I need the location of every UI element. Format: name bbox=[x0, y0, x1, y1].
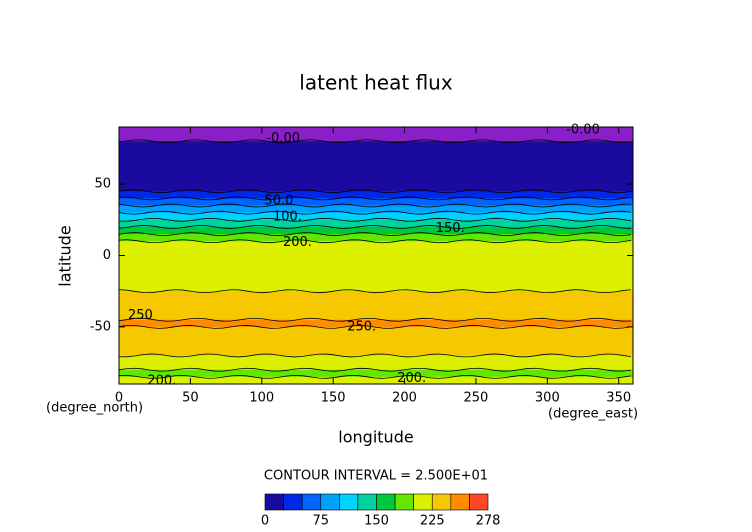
contour-label: 250 bbox=[128, 308, 153, 323]
colorbar-tick-label: 278 bbox=[476, 514, 501, 529]
colorbar-cell bbox=[339, 493, 359, 511]
contour-band bbox=[119, 362, 633, 371]
contour-line bbox=[118, 289, 632, 294]
y-tick-label: 0 bbox=[103, 248, 111, 263]
x-tick-label: 50 bbox=[182, 391, 199, 406]
contour-line bbox=[118, 317, 632, 322]
contour-band bbox=[119, 205, 633, 214]
x-unit: (degree_east) bbox=[548, 407, 638, 422]
y-unit: (degree_north) bbox=[46, 401, 143, 416]
x-tick-label: 0 bbox=[115, 391, 123, 406]
contour-band bbox=[119, 176, 633, 185]
contour-label: -0.00 bbox=[266, 131, 300, 146]
contour-line bbox=[118, 353, 632, 358]
contour-band bbox=[119, 284, 633, 292]
contour-label: 250. bbox=[347, 319, 376, 334]
contour-band bbox=[119, 376, 633, 385]
contour-band bbox=[119, 212, 633, 221]
contour-band bbox=[119, 148, 633, 157]
contour-line bbox=[118, 225, 632, 229]
contour-band bbox=[119, 326, 633, 335]
contour-band bbox=[119, 334, 633, 342]
contour-band bbox=[119, 298, 633, 306]
contour-line bbox=[118, 239, 632, 244]
chart-title: latent heat flux bbox=[299, 71, 453, 95]
contour-band bbox=[119, 312, 633, 321]
contour-line bbox=[118, 210, 632, 215]
colorbar-cell bbox=[283, 493, 303, 511]
contour-band bbox=[119, 184, 633, 192]
colorbar-cell bbox=[320, 493, 340, 511]
contour-line bbox=[118, 324, 632, 329]
colorbar-cell bbox=[469, 493, 489, 511]
colorbar-cell bbox=[394, 493, 414, 511]
contour-label: 200. bbox=[147, 374, 176, 389]
contour-band bbox=[119, 127, 633, 135]
colorbar-cell bbox=[450, 493, 470, 511]
contour-band bbox=[119, 155, 633, 164]
contour-line bbox=[118, 374, 632, 379]
contour-line bbox=[118, 232, 632, 236]
colorbar-tick-label: 150 bbox=[364, 514, 389, 529]
contour-band bbox=[119, 234, 633, 242]
x-tick-label: 300 bbox=[535, 391, 560, 406]
contour-band bbox=[119, 341, 633, 349]
contour-band bbox=[119, 348, 633, 356]
x-tick-label: 100 bbox=[249, 391, 274, 406]
contour-line bbox=[118, 367, 632, 372]
contour-line bbox=[118, 217, 632, 222]
contour-band bbox=[119, 198, 633, 207]
contour-band bbox=[119, 305, 633, 314]
contour-band bbox=[119, 355, 633, 364]
colorbar-tick-label: 75 bbox=[312, 514, 329, 529]
colorbar-cell bbox=[431, 493, 452, 511]
contour-label: 100. bbox=[273, 209, 302, 224]
x-tick-label: 250 bbox=[464, 391, 489, 406]
contour-band bbox=[119, 369, 633, 378]
contour-label: 200. bbox=[397, 371, 426, 386]
contour-line bbox=[118, 189, 632, 194]
contour-band bbox=[119, 241, 633, 249]
y-tick-label: 50 bbox=[94, 177, 111, 192]
contour-interval: CONTOUR INTERVAL = 2.500E+01 bbox=[264, 469, 488, 484]
contour-band bbox=[119, 291, 633, 299]
contour-label: 50.0 bbox=[264, 194, 293, 209]
y-tick-label: -50 bbox=[90, 319, 111, 334]
x-tick-label: 350 bbox=[606, 391, 631, 406]
contour-band bbox=[119, 191, 633, 199]
colorbar-tick-label: 225 bbox=[420, 514, 445, 529]
x-tick-label: 150 bbox=[321, 391, 346, 406]
contour-band bbox=[119, 248, 633, 256]
contour-band bbox=[119, 226, 633, 235]
x-axis-label: longitude bbox=[338, 428, 413, 447]
contour-band bbox=[119, 134, 633, 142]
contour-label: 150. bbox=[436, 221, 465, 236]
colorbar-cell bbox=[301, 493, 322, 511]
contour-band bbox=[119, 255, 633, 264]
x-tick-label: 200 bbox=[392, 391, 417, 406]
colorbar-tick-label: 0 bbox=[261, 514, 269, 529]
y-axis-label: latitude bbox=[56, 225, 75, 286]
contour-line bbox=[118, 203, 632, 208]
contour-band bbox=[119, 276, 633, 285]
colorbar-cell bbox=[413, 493, 433, 511]
contour-line bbox=[118, 139, 632, 144]
contour-line bbox=[118, 196, 632, 201]
contour-band bbox=[119, 219, 633, 228]
colorbar-cell bbox=[376, 493, 396, 511]
contour-band bbox=[119, 169, 633, 178]
contour-label: -0.00 bbox=[566, 122, 600, 137]
contour-band bbox=[119, 319, 633, 328]
colorbar-cell bbox=[264, 493, 284, 511]
contour-band bbox=[119, 262, 633, 271]
contour-label: 200. bbox=[283, 235, 312, 250]
contour-band bbox=[119, 141, 633, 149]
contour-band bbox=[119, 269, 633, 278]
colorbar-cell bbox=[357, 493, 377, 511]
contour-band bbox=[119, 162, 633, 171]
